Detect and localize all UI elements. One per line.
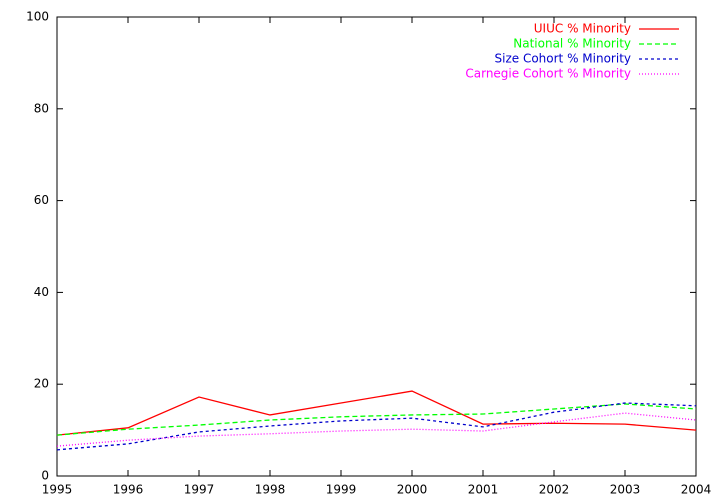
y-tick-label: 20 [34,377,49,391]
y-tick-label: 0 [41,469,49,483]
plot-border [56,16,697,477]
y-tick-label: 100 [26,10,49,24]
x-tick-label: 2001 [468,483,499,497]
series-line [56,412,697,447]
y-tick-label: 40 [34,285,49,299]
series-line [56,402,697,451]
x-tick-label: 1995 [42,483,73,497]
series-line [56,390,697,436]
x-tick-label: 2002 [539,483,570,497]
legend-label: Size Cohort % Minority [495,52,632,66]
y-tick-label: 60 [34,193,49,207]
x-tick-label: 2003 [610,483,641,497]
legend-label: National % Minority [513,37,631,51]
legend-label: Carnegie Cohort % Minority [465,67,631,81]
x-tick-label: 2000 [397,483,428,497]
x-tick-label: 2004 [681,483,712,497]
x-tick-label: 1997 [184,483,215,497]
x-tick-label: 1999 [326,483,357,497]
series-line [56,403,697,436]
x-tick-label: 1998 [255,483,286,497]
x-tick-label: 1996 [113,483,144,497]
legend-label: UIUC % Minority [534,22,631,36]
y-tick-label: 80 [34,101,49,115]
